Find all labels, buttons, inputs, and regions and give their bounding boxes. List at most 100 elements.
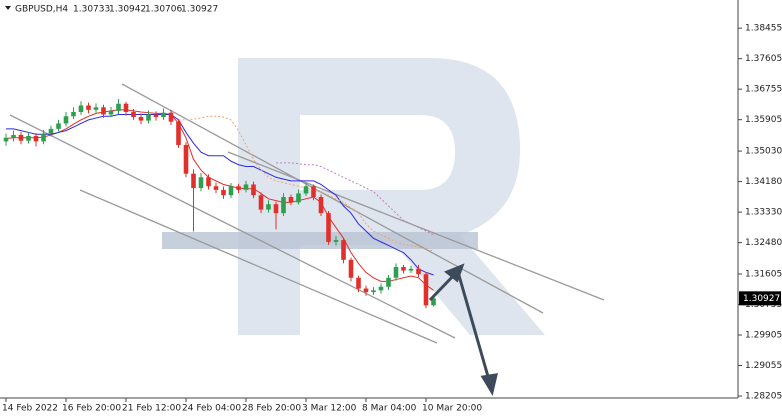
forecast-arrows <box>428 263 498 396</box>
candle-body <box>26 136 31 141</box>
candle-body <box>86 105 91 110</box>
x-tick-label: 21 Feb 12:00 <box>122 404 181 414</box>
candle-body <box>416 268 421 275</box>
candle-body <box>258 195 264 210</box>
y-tick-label: 1.37605 <box>745 54 782 64</box>
y-tick-label: 1.36755 <box>745 85 782 95</box>
y-tick-label: 1.34180 <box>745 177 782 187</box>
y-tick-label: 1.28205 <box>745 392 782 402</box>
candle-body <box>63 116 69 124</box>
candle-body <box>191 173 196 189</box>
menu-icon <box>5 6 11 10</box>
watermark <box>238 58 545 335</box>
candle-body <box>198 177 204 189</box>
candle-body <box>78 105 84 112</box>
candle-body <box>93 107 99 110</box>
candle-body <box>168 112 174 122</box>
x-tick-label: 14 Feb 2022 <box>2 404 58 414</box>
candle-body <box>393 267 399 278</box>
high-value: 1.30942 <box>109 5 146 15</box>
watermark-logo <box>238 58 545 335</box>
candle-body <box>243 184 249 190</box>
support-zone <box>162 232 478 249</box>
candle-body <box>123 103 129 112</box>
indicator-line <box>5 109 434 291</box>
candle-body <box>251 184 256 196</box>
x-tick-label: 8 Mar 04:00 <box>362 404 417 414</box>
arrow-head <box>480 373 498 396</box>
open-value: 1.30733 <box>73 5 110 15</box>
candle-body <box>11 134 16 138</box>
price-box <box>739 291 781 306</box>
candle-body <box>153 114 159 117</box>
candle-body <box>311 186 316 198</box>
candle-body <box>108 110 114 115</box>
x-tick-label: 24 Feb 04:00 <box>182 404 241 414</box>
candle-body <box>386 277 391 287</box>
y-tick-label: 1.35905 <box>745 115 782 125</box>
indicator-line <box>6 113 434 276</box>
candle-body <box>176 121 181 145</box>
candle-body <box>206 177 211 187</box>
y-tick-label: 1.31605 <box>745 270 782 280</box>
low-value: 1.30706 <box>145 5 182 15</box>
candle-body <box>431 298 436 306</box>
candle-body <box>348 259 354 278</box>
indicator-line <box>276 162 434 236</box>
trendline <box>227 151 605 301</box>
candle-body <box>341 240 346 260</box>
candle-body <box>236 186 241 190</box>
x-tick-label: 28 Feb 20:00 <box>242 404 301 414</box>
candle-body <box>228 186 234 196</box>
arrow <box>456 271 491 381</box>
candle-body <box>221 189 226 196</box>
candle-body <box>423 274 429 306</box>
candle-body <box>266 204 271 210</box>
candle-body <box>71 111 76 117</box>
candle-body <box>116 103 121 111</box>
close-value: 1.30927 <box>181 5 218 15</box>
candle-body <box>161 112 166 117</box>
x-tick-label: 10 Mar 20:00 <box>422 404 482 414</box>
candle-body <box>356 277 361 289</box>
trendlines <box>9 83 605 344</box>
x-tick-label: 16 Feb 20:00 <box>62 404 121 414</box>
trendline <box>121 83 544 314</box>
candle-body <box>213 186 219 190</box>
x-tick-label: 3 Mar 12:00 <box>302 404 357 414</box>
candle-body <box>101 107 106 115</box>
candle-body <box>371 290 376 293</box>
candle-body <box>378 286 384 291</box>
arrow <box>428 272 457 302</box>
candle-body <box>41 133 46 142</box>
y-tick-label: 1.33330 <box>745 208 782 218</box>
candle-body <box>138 116 144 121</box>
candle-body <box>18 134 24 141</box>
candle-body <box>318 197 324 214</box>
candle-body <box>288 197 294 203</box>
y-tick-label: 1.32480 <box>745 238 782 248</box>
candle-body <box>56 123 61 129</box>
symbol: GBPUSD,H4 <box>15 5 68 15</box>
candle-body <box>401 267 406 271</box>
candle-body <box>33 136 39 142</box>
candle-body <box>3 137 9 142</box>
candle-body <box>273 204 279 214</box>
y-tick-label: 1.29905 <box>745 331 782 341</box>
plot <box>3 99 436 309</box>
candle-body <box>146 114 151 121</box>
candle-body <box>296 193 301 203</box>
candle-body <box>48 128 54 134</box>
candle-body <box>183 144 189 174</box>
y-tick-label: 1.35030 <box>745 147 782 157</box>
candle-body <box>326 213 331 242</box>
price-label: 1.30927 <box>743 294 780 304</box>
y-tick-label: 1.29055 <box>745 361 782 371</box>
candle-body <box>131 111 136 117</box>
trendline <box>9 114 456 339</box>
trendline <box>79 189 438 344</box>
y-tick-label: 1.38455 <box>745 24 782 34</box>
candle-body <box>281 197 286 214</box>
